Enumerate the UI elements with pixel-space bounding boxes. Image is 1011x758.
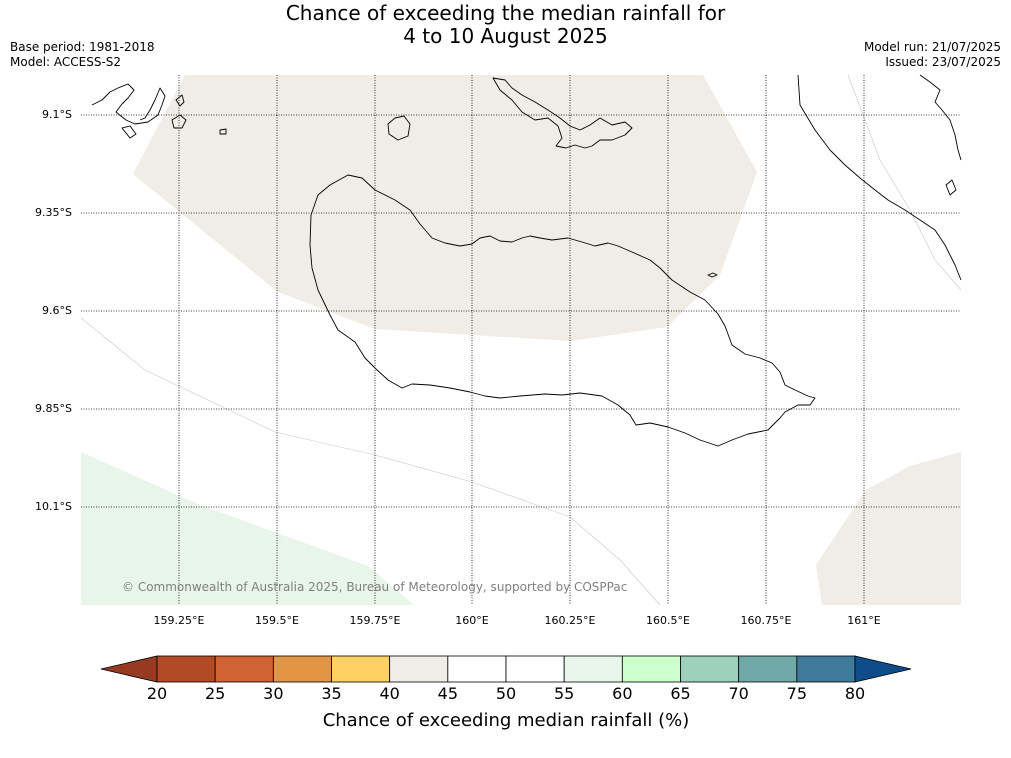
colorbar-segment: [563, 655, 623, 683]
colorbar-tick-label: 75: [787, 684, 807, 703]
model-name: Model: ACCESS-S2: [10, 55, 122, 69]
islet-north: [707, 272, 718, 278]
islet-nw-2: [175, 94, 185, 107]
probability-region-55-60: [81, 452, 414, 605]
contour-lines: [80, 74, 962, 606]
base-period: Base period: 1981-2018: [10, 40, 155, 54]
latitude-label: 9.1°S: [42, 108, 72, 121]
colorbar-under-arrow: [100, 655, 158, 683]
islet-nw-4: [121, 125, 137, 139]
longitude-label: 160.25°E: [545, 614, 596, 627]
colorbar-segment: [621, 655, 681, 683]
longitude-label: 159.5°E: [255, 614, 299, 627]
probability-region-40-45-southeast: [816, 452, 961, 605]
colorbar-segment: [796, 655, 856, 683]
island-guadalcanal: [309, 174, 816, 447]
longitude-label: 160°E: [455, 614, 488, 627]
map-title-line1: Chance of exceeding the median rainfall …: [285, 1, 726, 25]
colorbar-segment: [331, 655, 391, 683]
longitude-label: 160.75°E: [741, 614, 792, 627]
colorbar-tick-label: 80: [845, 684, 865, 703]
latitude-label: 9.6°S: [42, 304, 72, 317]
colorbar-segment: [214, 655, 274, 683]
colorbar-over-arrow: [854, 655, 912, 683]
issued-date: Issued: 23/07/2025: [885, 55, 1001, 69]
longitude-label: 159.25°E: [154, 614, 205, 627]
colorbar-segments: [156, 655, 856, 683]
metadata-right: Model run: 21/07/2025 Issued: 23/07/2025: [864, 40, 1001, 70]
colorbar-segment: [447, 655, 507, 683]
map-title-line2: 4 to 10 August 2025: [403, 24, 608, 48]
colorbar-tick-label: 25: [205, 684, 225, 703]
island-florida: [492, 77, 633, 149]
islet-nw-3: [219, 128, 227, 135]
colorbar: 20 25 30 35 40 45 50 55 60 65 70 75 80 Chance of exc…: [100, 655, 912, 731]
colorbar-title: Chance of exceeding median rainfall (%): [323, 710, 690, 731]
latitude-label: 9.85°S: [35, 402, 72, 415]
longitude-axis: 159.25°E 159.5°E 159.75°E 160°E 160.25°E…: [154, 614, 881, 627]
colorbar-tick-label: 60: [612, 684, 632, 703]
colorbar-tick-label: 70: [728, 684, 748, 703]
colorbar-segment: [156, 655, 216, 683]
map-title: Chance of exceeding the median rainfall …: [0, 2, 1011, 48]
island-savo: [387, 115, 411, 141]
islet-ne-1: [919, 74, 962, 161]
metadata-left: Base period: 1981-2018 Model: ACCESS-S2: [10, 40, 155, 70]
colorbar-tick-label: 20: [147, 684, 167, 703]
longitude-label: 160.5°E: [646, 614, 690, 627]
copyright-notice: © Commonwealth of Australia 2025, Bureau…: [122, 580, 628, 594]
colorbar-segment: [738, 655, 798, 683]
islet-ne-2: [945, 179, 957, 196]
longitude-label: 161°E: [847, 614, 880, 627]
colorbar-segment: [272, 655, 332, 683]
colorbar-segment: [389, 655, 449, 683]
model-run-date: Model run: 21/07/2025: [863, 40, 1001, 54]
island-cluster-northwest: [91, 83, 166, 125]
colorbar-tick-labels: 20 25 30 35 40 45 50 55 60 65 70 75 80: [147, 684, 865, 703]
colorbar-tick-label: 35: [321, 684, 341, 703]
island-malaita: [797, 74, 962, 281]
colorbar-tick-label: 55: [554, 684, 574, 703]
latitude-label: 9.35°S: [35, 206, 72, 219]
colorbar-tick-label: 45: [438, 684, 458, 703]
latitude-label: 10.1°S: [35, 500, 72, 513]
latitude-axis: 9.1°S 9.35°S 9.6°S 9.85°S 10.1°S: [35, 108, 72, 513]
colorbar-tick-label: 65: [670, 684, 690, 703]
longitude-label: 159.75°E: [350, 614, 401, 627]
colorbar-segment: [505, 655, 565, 683]
probability-region-40-45: [133, 75, 757, 341]
graticule: [81, 75, 961, 605]
colorbar-segment: [680, 655, 740, 683]
colorbar-tick-label: 50: [496, 684, 516, 703]
colorbar-tick-label: 30: [263, 684, 283, 703]
colorbar-tick-label: 40: [379, 684, 399, 703]
